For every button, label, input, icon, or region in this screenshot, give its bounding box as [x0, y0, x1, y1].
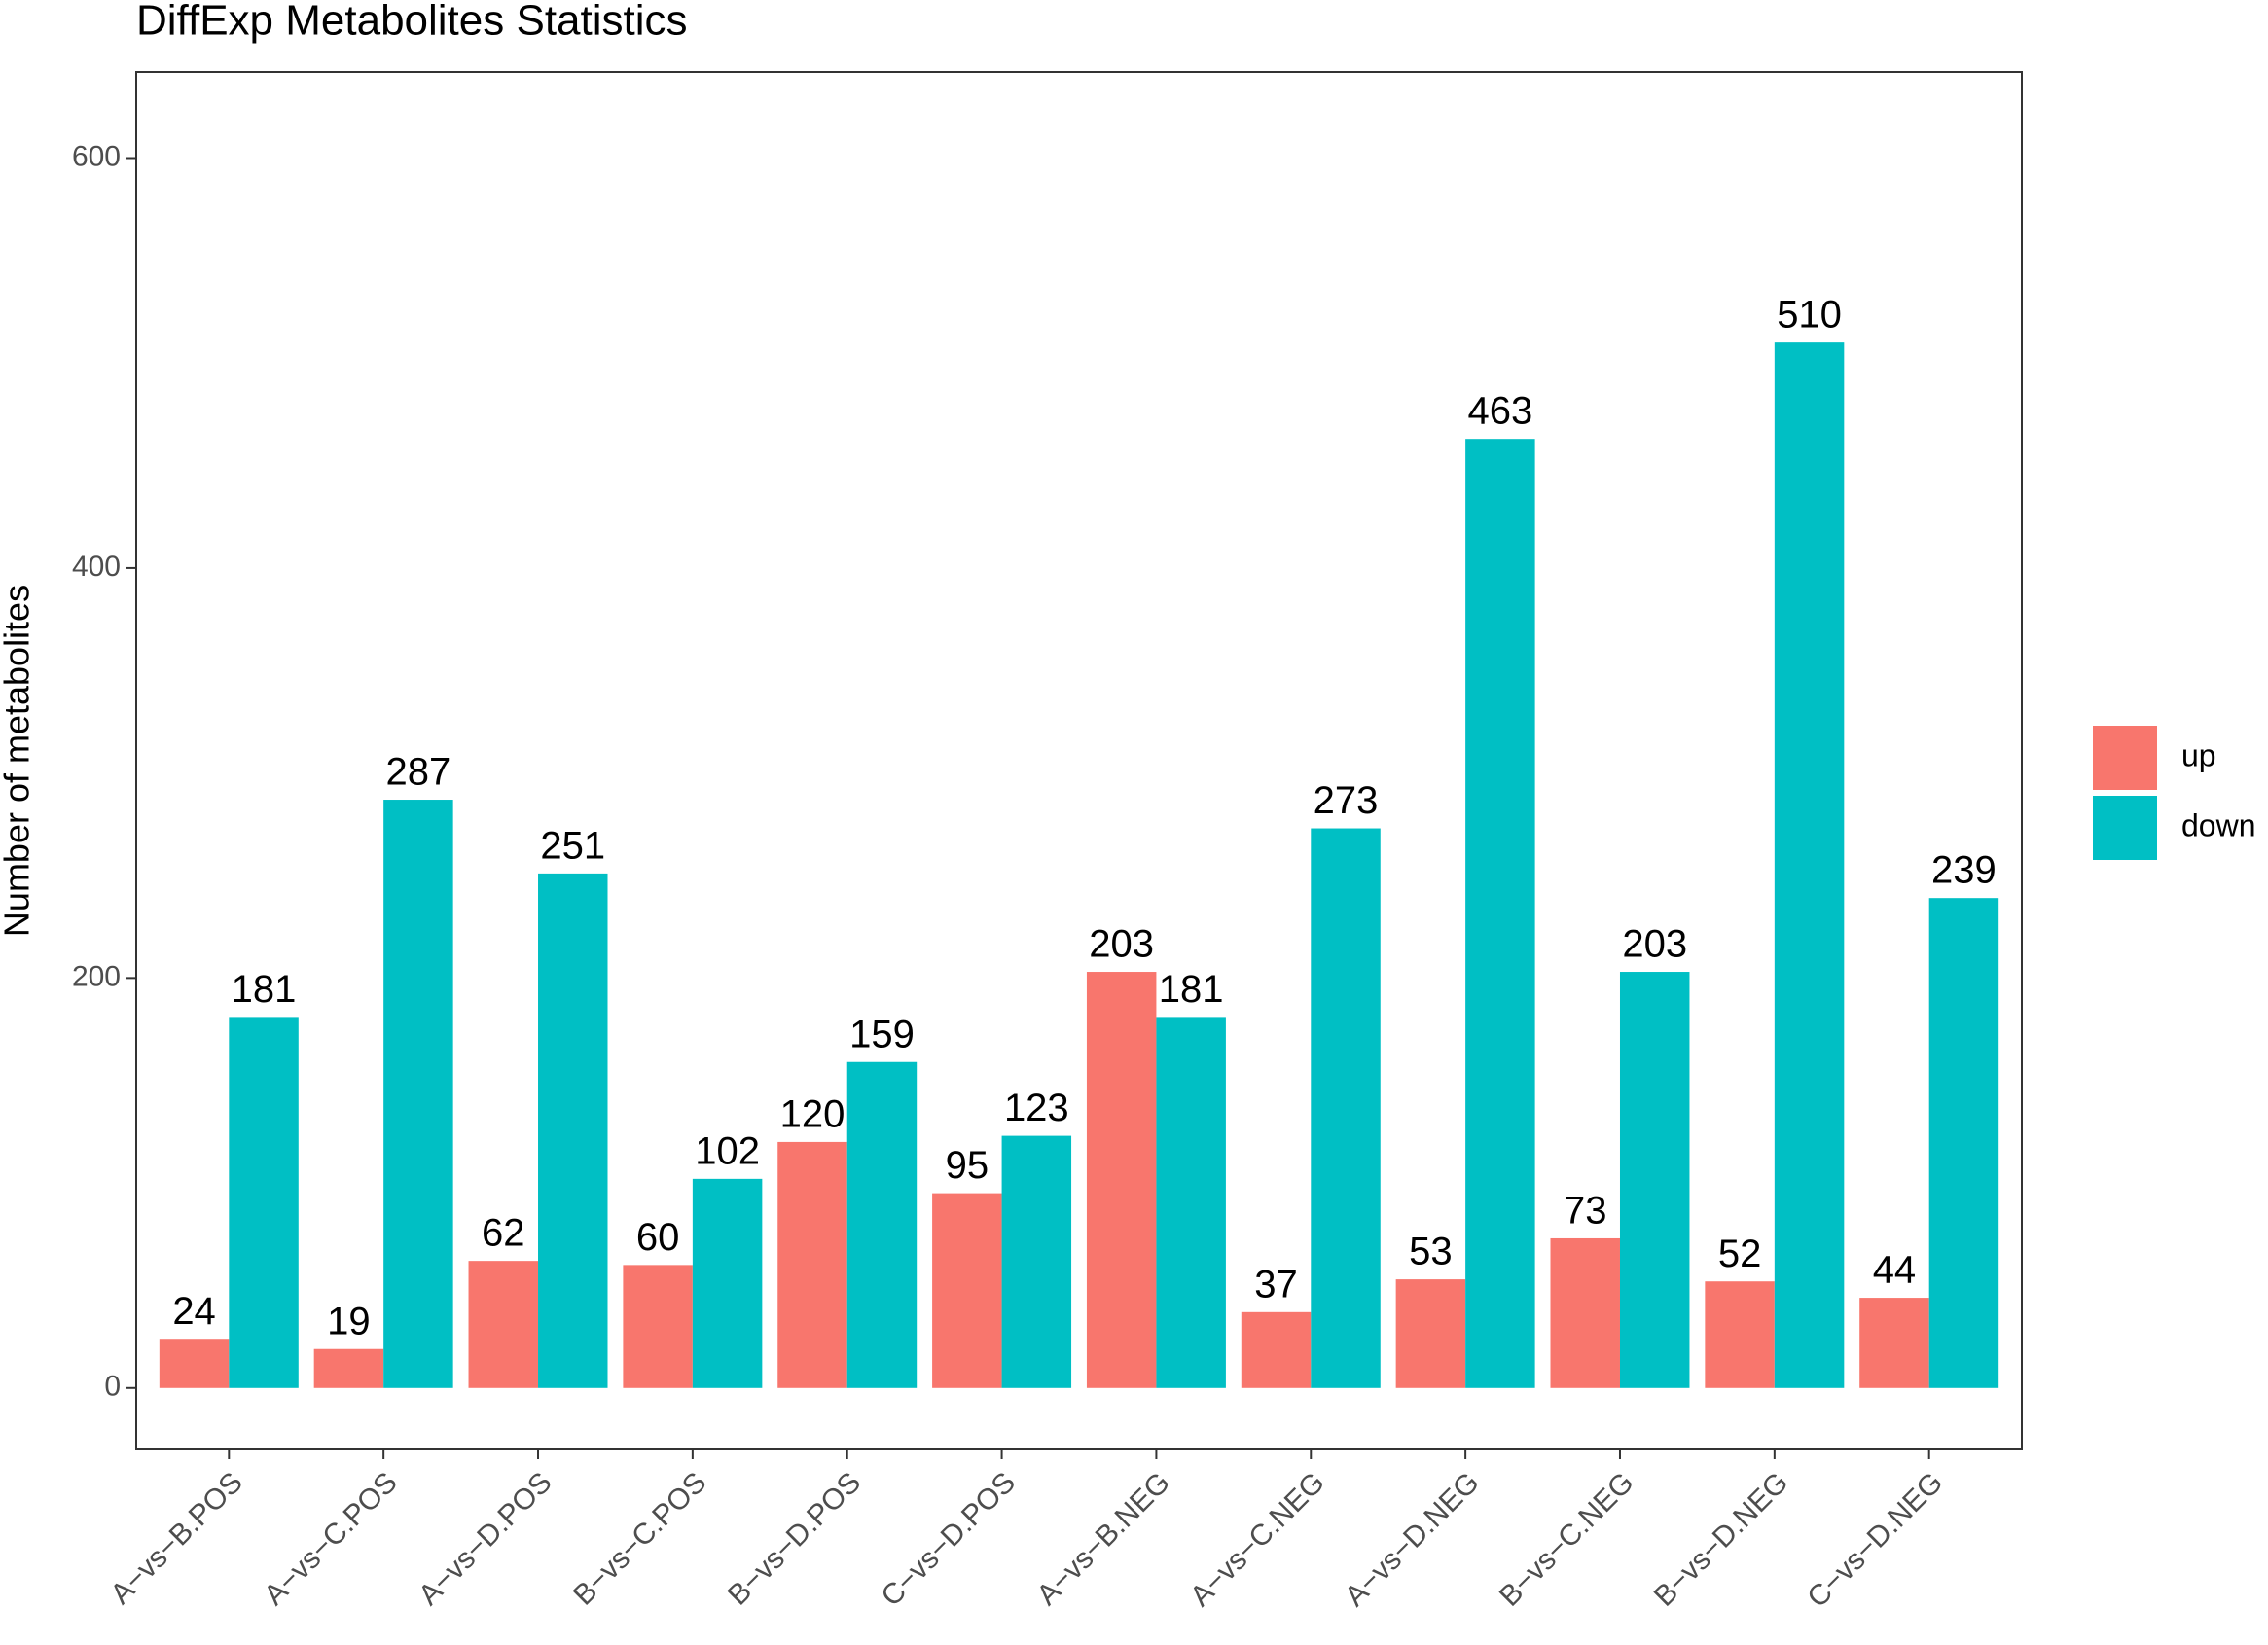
- bar: [1859, 1298, 1929, 1388]
- bar: [777, 1141, 847, 1388]
- value-label: 73: [1564, 1190, 1607, 1233]
- y-tick-label: 600: [72, 140, 121, 172]
- x-tick-label: B−vs−C.NEG: [1494, 1466, 1640, 1613]
- value-label: 181: [232, 968, 297, 1011]
- bar: [1465, 439, 1535, 1388]
- bar: [1001, 1135, 1072, 1388]
- legend-label: up: [2181, 737, 2216, 772]
- chart-title: DiffExp Metabolites Statistics: [136, 0, 688, 45]
- value-label: 62: [482, 1212, 525, 1255]
- bar: [1928, 898, 1999, 1388]
- value-label: 510: [1777, 294, 1842, 337]
- y-tick-label: 400: [72, 551, 121, 583]
- x-tick-label: B−vs−C.POS: [567, 1466, 712, 1611]
- bar: [159, 1339, 230, 1388]
- x-tick-label: A−vs−B.POS: [105, 1466, 249, 1610]
- bar: [1395, 1279, 1466, 1388]
- value-label: 239: [1931, 849, 1997, 892]
- bar: [313, 1348, 384, 1388]
- value-label: 95: [946, 1144, 990, 1187]
- value-label: 37: [1254, 1263, 1298, 1305]
- bar: [1550, 1237, 1620, 1388]
- y-axis-title: Number of metabolites: [0, 585, 37, 937]
- value-label: 159: [849, 1013, 915, 1055]
- value-label: 203: [1089, 923, 1154, 966]
- bar: [1311, 828, 1381, 1388]
- value-label: 273: [1314, 779, 1379, 822]
- value-label: 102: [695, 1129, 760, 1172]
- panel-border: [135, 71, 2023, 1450]
- legend-key: [2093, 726, 2157, 790]
- x-tick-label: B−vs−D.POS: [722, 1466, 867, 1611]
- bar: [229, 1017, 299, 1388]
- value-label: 44: [1873, 1249, 1917, 1292]
- bar: [932, 1193, 1002, 1388]
- value-label: 19: [327, 1300, 371, 1342]
- value-label: 251: [540, 824, 605, 867]
- value-label: 52: [1718, 1233, 1762, 1275]
- bar: [468, 1261, 539, 1388]
- bar: [623, 1265, 693, 1388]
- bar: [1619, 972, 1690, 1388]
- x-tick-label: C−vs−D.NEG: [1801, 1466, 1949, 1614]
- x-tick-label: C−vs−D.POS: [875, 1466, 1022, 1613]
- value-label: 60: [636, 1216, 680, 1259]
- y-tick-label: 0: [104, 1371, 121, 1403]
- x-tick-label: B−vs−D.NEG: [1648, 1466, 1795, 1613]
- x-tick-label: A−vs−D.POS: [413, 1466, 558, 1611]
- value-label: 123: [1004, 1087, 1069, 1129]
- bar: [1086, 972, 1157, 1388]
- value-label: 120: [780, 1092, 846, 1135]
- bar: [1241, 1311, 1312, 1388]
- x-tick-label: A−vs−D.NEG: [1339, 1466, 1486, 1613]
- x-tick-label: A−vs−C.NEG: [1184, 1466, 1331, 1613]
- value-label: 287: [386, 751, 451, 794]
- legend-key: [2093, 796, 2157, 860]
- bar: [1156, 1017, 1226, 1388]
- value-label: 181: [1159, 968, 1224, 1011]
- bar: [383, 800, 453, 1388]
- value-label: 53: [1409, 1231, 1453, 1273]
- x-tick-label: A−vs−C.POS: [258, 1466, 403, 1611]
- value-label: 203: [1622, 923, 1687, 966]
- bar: [538, 873, 608, 1388]
- bar: [1774, 342, 1845, 1388]
- value-label: 463: [1467, 390, 1532, 433]
- value-label: 24: [172, 1290, 216, 1333]
- y-tick-label: 200: [72, 960, 121, 992]
- legend-label: down: [2181, 807, 2256, 842]
- x-tick-label: A−vs−B.NEG: [1030, 1466, 1175, 1611]
- bar: [692, 1178, 763, 1388]
- bar: [1705, 1281, 1775, 1388]
- bar: [846, 1061, 918, 1388]
